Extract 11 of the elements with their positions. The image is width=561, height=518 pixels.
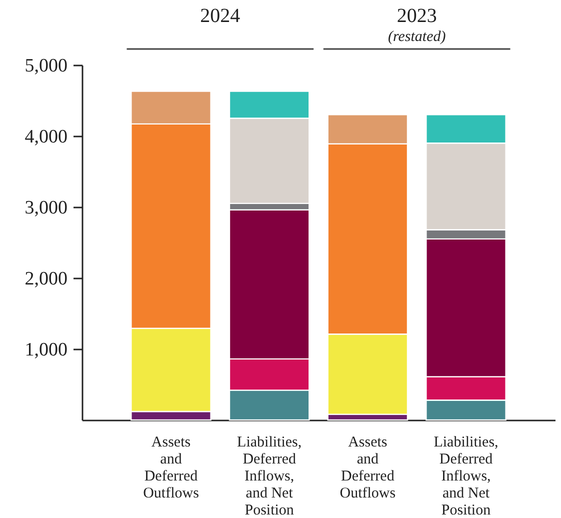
x-tick-label: Assets and Deferred Outflows bbox=[143, 434, 200, 502]
x-tick-label: Assets and Deferred Outflows bbox=[340, 434, 396, 502]
y-tick-label: 5,000 bbox=[24, 56, 68, 76]
y-tick-label: 1,000 bbox=[24, 340, 68, 360]
x-tick-label: Liabilities, Deferred Inflows, and Net Position bbox=[237, 434, 302, 518]
y-tick-label: 4,000 bbox=[24, 126, 68, 148]
text: 2024 bbox=[200, 5, 240, 27]
y-tick-label: 2,000 bbox=[24, 268, 68, 290]
text: 2023 (restated) bbox=[388, 5, 446, 45]
x-tick-label: Liabilities, Deferred Inflows, and Net Position bbox=[434, 434, 498, 518]
y-tick-label: 3,000 bbox=[24, 198, 68, 218]
